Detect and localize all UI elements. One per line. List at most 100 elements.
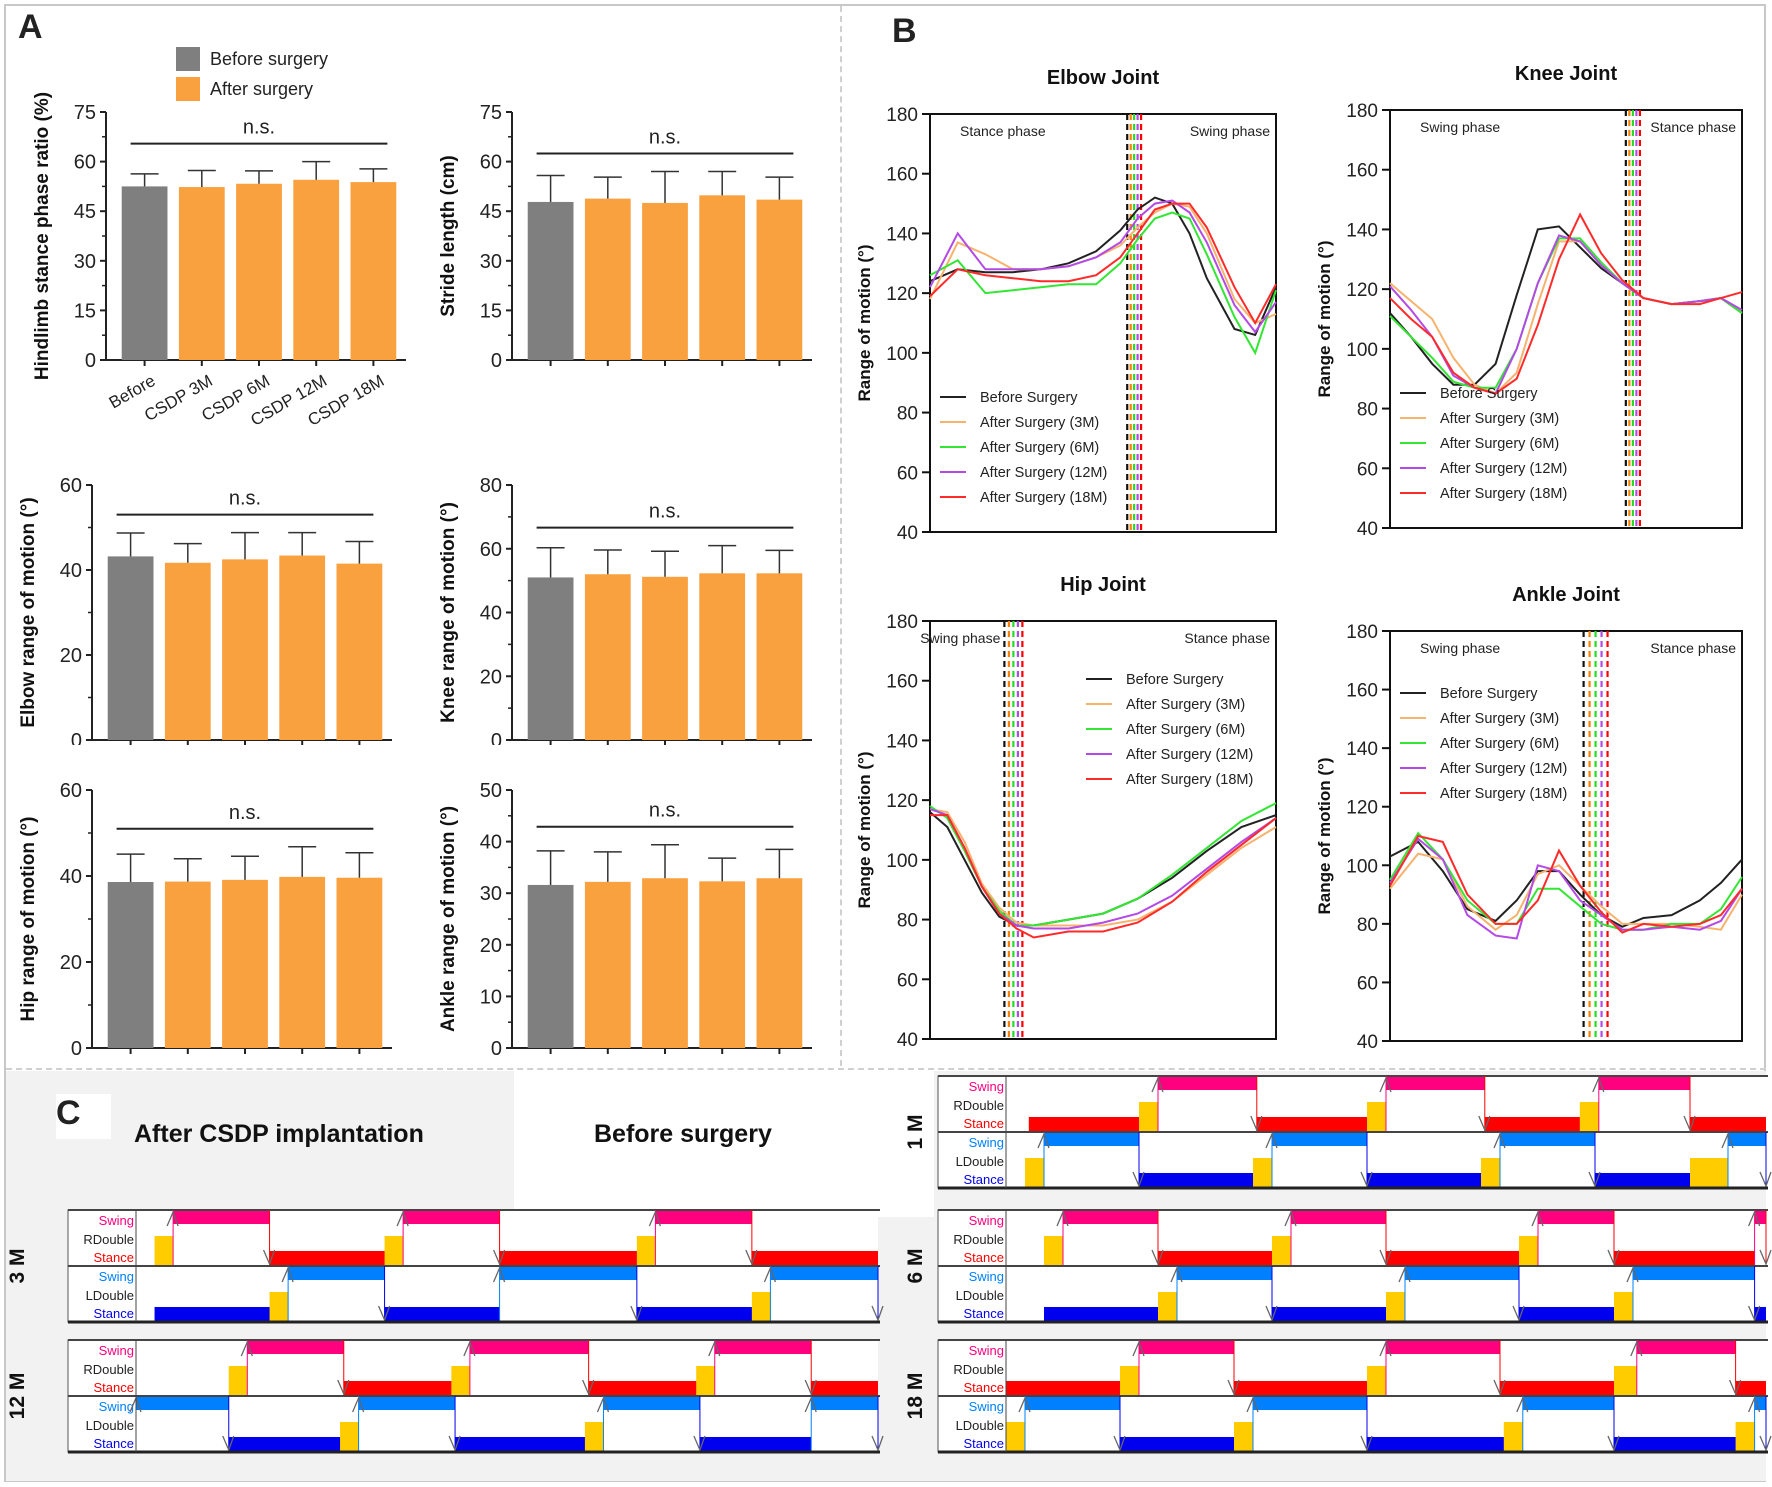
swing-bar <box>1272 1133 1367 1146</box>
y-tick-label: 140 <box>886 224 918 245</box>
legend-label: After Surgery (3M) <box>1126 697 1245 713</box>
figure-frame <box>4 4 1766 1482</box>
row-label-swing: Swing <box>969 1135 1004 1150</box>
double-support-bar <box>228 1366 248 1396</box>
y-tick-label: 160 <box>886 672 918 693</box>
y-tick-label: 120 <box>1346 280 1378 301</box>
y-tick-label: 60 <box>74 152 96 174</box>
row-label-stance: Stance <box>964 1306 1004 1321</box>
series-line-3 <box>1389 837 1743 940</box>
y-tick-label: 50 <box>480 780 502 802</box>
y-tick-label: 60 <box>60 780 82 802</box>
legend-swatch-after <box>176 77 200 101</box>
stance-bar <box>751 1251 878 1266</box>
y-axis-title: Elbow range of motion (°) <box>18 497 39 727</box>
touch-down-marker <box>492 1249 506 1266</box>
series-line-2 <box>1389 831 1743 931</box>
stance-bar <box>1614 1251 1755 1266</box>
chart-elbow-joint: Elbow Joint 40 60 80 100 120 140 160 180 Range of… <box>855 67 1277 544</box>
phase-label-right: Swing phase <box>1190 123 1270 139</box>
lift-off-marker <box>1721 1132 1734 1149</box>
bar-csdp-12m <box>293 179 340 360</box>
legend-label: After Surgery (6M) <box>1440 736 1559 752</box>
lift-off-marker <box>1592 1076 1605 1093</box>
y-tick-label: 80 <box>897 911 918 932</box>
y-tick-label: 15 <box>74 300 96 322</box>
legend-item-before: Before surgery <box>176 44 328 74</box>
lift-off-marker <box>1531 1210 1544 1227</box>
bar-csdp-18m <box>336 877 383 1048</box>
stance-bar <box>1690 1117 1766 1132</box>
chart-elbow-rom: 0 20 40 60 Elbow range of motion (°) n.s. <box>18 475 392 745</box>
bar-csdp-3m <box>164 562 211 740</box>
y-tick-label: 20 <box>480 935 502 957</box>
double-support-bar <box>1367 1102 1386 1132</box>
double-support-bar <box>1234 1422 1253 1452</box>
lift-off-marker <box>1056 1210 1069 1227</box>
row-label-swing: Swing <box>969 1213 1004 1228</box>
bar-before <box>527 577 574 740</box>
legend-label: After Surgery (6M) <box>1440 436 1559 452</box>
series-line-0 <box>1389 840 1743 928</box>
row-label-box <box>937 1339 1007 1397</box>
swing-bar <box>770 1267 878 1280</box>
y-tick-label: 140 <box>1346 220 1378 241</box>
y-tick-label: 40 <box>1357 519 1378 540</box>
touch-down-marker <box>1493 1379 1506 1396</box>
y-tick-label: 180 <box>1346 101 1378 122</box>
legend-swatch-before <box>176 47 200 71</box>
double-support-bar <box>696 1366 715 1396</box>
y-tick-label: 140 <box>886 731 918 752</box>
y-tick-label: 60 <box>897 970 918 991</box>
stance-bar <box>1234 1381 1386 1396</box>
row-label-swing: Swing <box>99 1213 134 1228</box>
legend-label-before: Before surgery <box>210 48 329 69</box>
double-support-bar <box>751 1292 771 1322</box>
row-label-stance: Stance <box>964 1250 1004 1265</box>
touch-down-marker <box>582 1379 595 1396</box>
legend-item-after: After surgery <box>176 74 328 104</box>
lift-off-marker <box>1018 1396 1031 1413</box>
touch-down-marker <box>1607 1435 1620 1452</box>
swing-bar <box>1253 1397 1367 1410</box>
bar-csdp-3m <box>584 198 631 360</box>
swing-bar <box>1405 1267 1519 1280</box>
series-line-0 <box>1389 225 1743 386</box>
stance-bar <box>811 1381 878 1396</box>
chart-ankle-rom: 0 10 20 30 40 50 Ankle range of motion (°) n.s. <box>438 780 812 1060</box>
bar-csdp-6m <box>642 576 688 740</box>
y-tick-label: 180 <box>886 105 918 126</box>
y-tick-label: 160 <box>1346 681 1378 702</box>
stance-bar <box>1754 1307 1766 1322</box>
double-support-bar <box>1139 1102 1158 1132</box>
y-tick-label: 100 <box>1346 340 1378 361</box>
swing-bar <box>469 1341 589 1354</box>
row-label-stance: Stance <box>964 1436 1004 1451</box>
y-tick-label: 100 <box>886 851 918 872</box>
touch-down-marker <box>1512 1305 1525 1322</box>
touch-down-marker <box>1360 1435 1373 1452</box>
phase-label-left: Swing phase <box>1420 640 1500 656</box>
y-tick-label: 60 <box>897 463 918 484</box>
stance-bar <box>1500 1381 1637 1396</box>
bar-csdp-3m <box>164 881 211 1048</box>
lift-off-marker <box>1151 1076 1164 1093</box>
row-label-swing: Swing <box>969 1269 1004 1284</box>
y-tick-label: 120 <box>886 791 918 812</box>
swing-bar <box>603 1397 700 1410</box>
y-tick-label: 40 <box>897 523 918 544</box>
chart-knee-joint: Knee Joint 40 60 80 100 120 140 160 180 Range of … <box>1315 63 1743 540</box>
chart-stride-length: 0 15 30 45 60 75 Stride length (cm) n.s. <box>438 102 812 372</box>
lift-off-marker <box>1379 1076 1392 1093</box>
y-tick-label: 120 <box>886 284 918 305</box>
double-support-bar <box>1386 1292 1405 1322</box>
significance-label: n.s. <box>649 800 681 822</box>
legend-label: After Surgery (12M) <box>1440 761 1567 777</box>
y-tick-label: 75 <box>74 102 96 124</box>
row-label-box <box>67 1395 137 1453</box>
legend-label: After Surgery (12M) <box>980 465 1107 481</box>
swing-bar <box>1386 1077 1485 1090</box>
touch-down-marker <box>1227 1379 1240 1396</box>
touch-down-marker <box>1478 1115 1491 1132</box>
bar-before <box>107 882 154 1048</box>
